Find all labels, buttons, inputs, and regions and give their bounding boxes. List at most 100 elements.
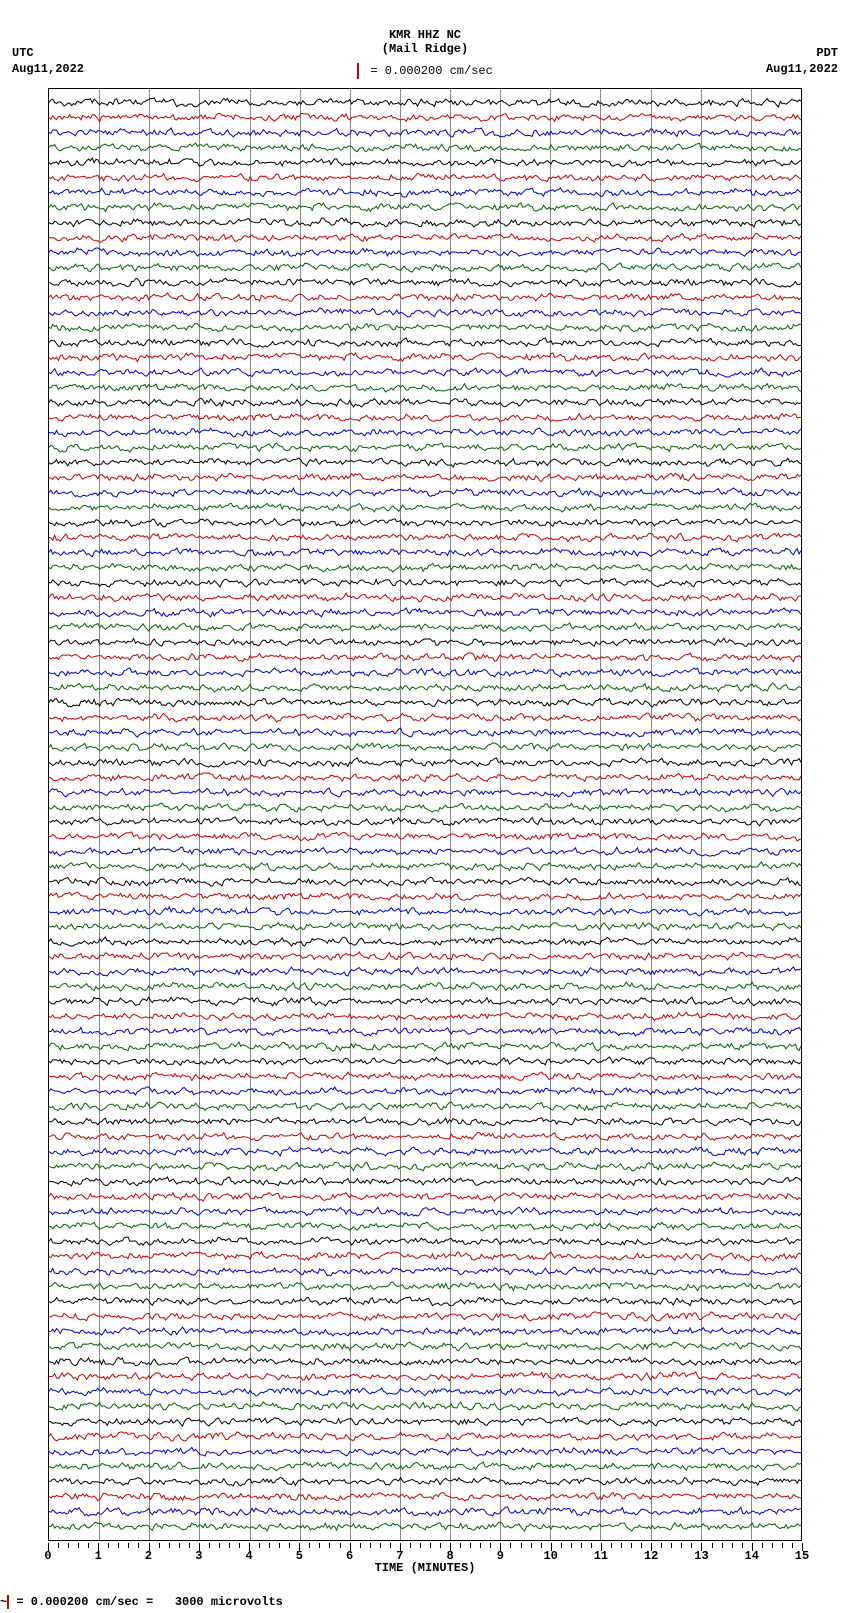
x-axis-label: TIME (MINUTES) bbox=[48, 1561, 802, 1575]
x-tick-label: 4 bbox=[245, 1549, 252, 1563]
trace bbox=[49, 981, 801, 992]
x-tick-minor bbox=[340, 1543, 341, 1548]
trace bbox=[49, 262, 801, 273]
pdt-hour-label: 14:15 bbox=[801, 935, 802, 949]
trace bbox=[49, 1221, 801, 1232]
x-tick-minor bbox=[440, 1543, 441, 1548]
x-tick-label: 9 bbox=[497, 1549, 504, 1563]
utc-hour-label: 07:00 bbox=[48, 95, 49, 109]
x-tick-minor bbox=[169, 1543, 170, 1548]
pdt-hour-label: 00:15 bbox=[801, 95, 802, 109]
pdt-hour-label: 04:15 bbox=[801, 335, 802, 349]
scale-bar-icon bbox=[357, 63, 359, 79]
pdt-hour-label: 20:15 bbox=[801, 1295, 802, 1309]
x-tick-minor bbox=[279, 1543, 280, 1548]
x-tick-minor bbox=[229, 1543, 230, 1548]
x-tick-minor bbox=[179, 1543, 180, 1548]
trace bbox=[49, 1416, 801, 1427]
trace bbox=[49, 1011, 801, 1022]
x-tick-minor bbox=[641, 1543, 642, 1548]
x-tick-minor bbox=[128, 1543, 129, 1548]
x-tick-minor bbox=[410, 1543, 411, 1548]
x-tick-minor bbox=[269, 1543, 270, 1548]
x-tick-minor bbox=[561, 1543, 562, 1548]
trace bbox=[49, 876, 801, 887]
trace bbox=[49, 1281, 801, 1292]
x-tick-minor bbox=[430, 1543, 431, 1548]
trace bbox=[49, 382, 801, 393]
trace bbox=[49, 1251, 801, 1262]
trace bbox=[49, 772, 801, 783]
trace bbox=[49, 1371, 801, 1382]
trace bbox=[49, 562, 801, 573]
pdt-hour-label: 03:15 bbox=[801, 275, 802, 289]
utc-hour-label: 21:00 bbox=[48, 935, 49, 949]
trace bbox=[49, 966, 801, 977]
trace bbox=[49, 906, 801, 917]
seismogram-page: UTC Aug11,2022 PDT Aug11,2022 KMR HHZ NC… bbox=[0, 0, 850, 1613]
trace bbox=[49, 487, 801, 498]
trace bbox=[49, 846, 801, 857]
utc-hour-label: 15:00 bbox=[48, 575, 49, 589]
trace bbox=[49, 861, 801, 872]
x-tick-minor bbox=[189, 1543, 190, 1548]
trace bbox=[49, 1341, 801, 1352]
trace bbox=[49, 936, 801, 947]
utc-hour-label: 08:00 bbox=[48, 155, 49, 169]
utc-hour-label: 03:00 bbox=[48, 1295, 49, 1309]
x-tick-minor bbox=[722, 1543, 723, 1548]
trace bbox=[49, 667, 801, 678]
trace bbox=[49, 1401, 801, 1412]
x-tick-label: 5 bbox=[296, 1549, 303, 1563]
trace bbox=[49, 142, 801, 153]
x-tick-label: 8 bbox=[447, 1549, 454, 1563]
trace bbox=[49, 172, 801, 183]
x-tick-minor bbox=[289, 1543, 290, 1548]
trace bbox=[49, 397, 801, 408]
x-tick-label: 1 bbox=[95, 1549, 102, 1563]
x-tick-label: 3 bbox=[195, 1549, 202, 1563]
x-tick-minor bbox=[319, 1543, 320, 1548]
x-tick-minor bbox=[521, 1543, 522, 1548]
x-tick-minor bbox=[239, 1543, 240, 1548]
trace bbox=[49, 1101, 801, 1112]
utc-hour-label: 02:00 bbox=[48, 1235, 49, 1249]
utc-hour-label: 22:00 bbox=[48, 995, 49, 1009]
x-tick-minor bbox=[712, 1543, 713, 1548]
trace bbox=[49, 547, 801, 558]
tz-right-date: Aug11,2022 bbox=[766, 62, 838, 78]
trace bbox=[49, 1356, 801, 1367]
pdt-hour-label: 07:15 bbox=[801, 515, 802, 529]
utc-hour-label: 04:00 bbox=[48, 1355, 49, 1369]
trace bbox=[49, 97, 801, 108]
x-tick-minor bbox=[370, 1543, 371, 1548]
x-tick-label: 2 bbox=[145, 1549, 152, 1563]
x-tick-minor bbox=[611, 1543, 612, 1548]
utc-hour-label: 18:00 bbox=[48, 755, 49, 769]
x-tick-minor bbox=[732, 1543, 733, 1548]
trace bbox=[49, 1176, 801, 1187]
utc-hour-label: 16:00 bbox=[48, 635, 49, 649]
trace bbox=[49, 637, 801, 648]
trace bbox=[49, 727, 801, 738]
trace bbox=[49, 1146, 801, 1157]
utc-hour-label: 20:00 bbox=[48, 875, 49, 889]
trace bbox=[49, 1071, 801, 1082]
x-tick-label: 6 bbox=[346, 1549, 353, 1563]
pdt-hour-label: 01:15 bbox=[801, 155, 802, 169]
tz-left-label: UTC bbox=[12, 46, 84, 62]
pdt-hour-label: 18:15 bbox=[801, 1175, 802, 1189]
title-block: KMR HHZ NC (Mail Ridge) bbox=[0, 0, 850, 57]
pdt-hour-label: 05:15 bbox=[801, 395, 802, 409]
trace bbox=[49, 1026, 801, 1037]
utc-hour-label: 13:00 bbox=[48, 455, 49, 469]
trace bbox=[49, 697, 801, 708]
utc-hour-label: 12:00 bbox=[48, 395, 49, 409]
x-tick-minor bbox=[531, 1543, 532, 1548]
trace bbox=[49, 1296, 801, 1307]
trace bbox=[49, 112, 801, 123]
x-tick-minor bbox=[460, 1543, 461, 1548]
trace bbox=[49, 1311, 801, 1322]
x-tick-label: 0 bbox=[44, 1549, 51, 1563]
trace bbox=[49, 802, 801, 813]
